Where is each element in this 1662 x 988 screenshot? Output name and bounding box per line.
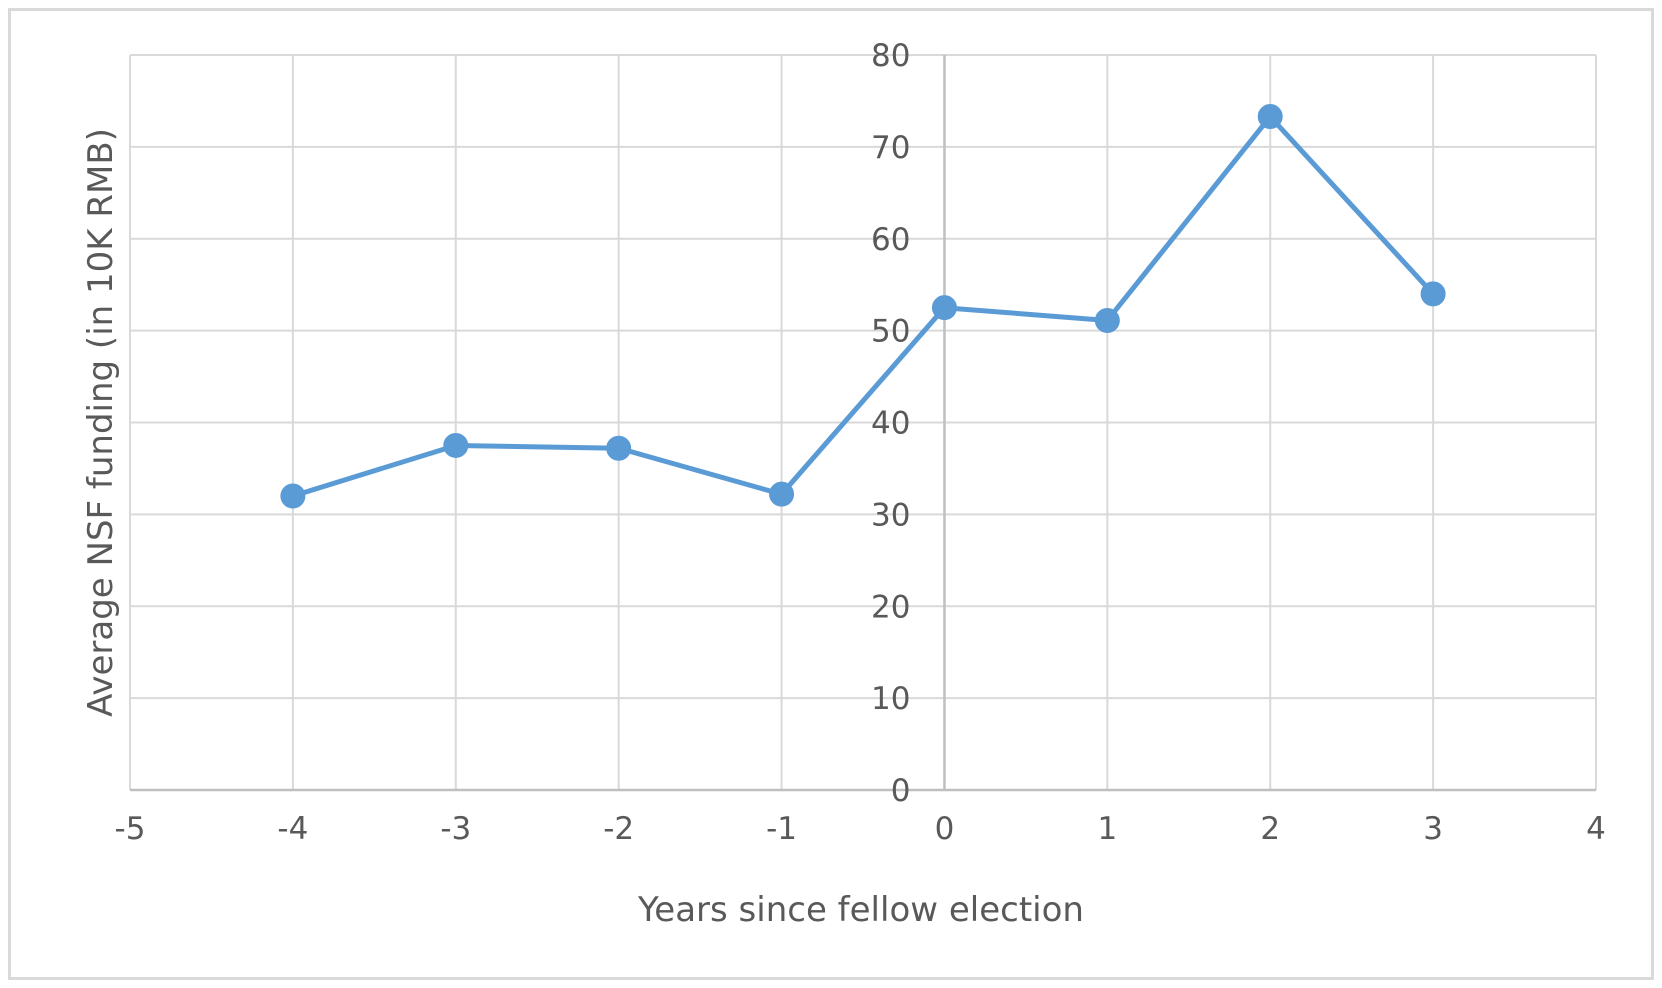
y-axis-title: Average NSF funding (in 10K RMB) xyxy=(81,128,121,717)
series-line xyxy=(290,114,1436,499)
data-point xyxy=(443,432,469,458)
data-point xyxy=(769,481,795,507)
y-tick-label: 0 xyxy=(891,773,911,809)
y-tick-label: 60 xyxy=(871,222,910,258)
y-tick-label: 50 xyxy=(871,314,910,350)
y-tick-label: 10 xyxy=(871,681,910,717)
data-point xyxy=(280,483,306,509)
data-point xyxy=(1420,281,1446,307)
data-point xyxy=(931,295,957,321)
y-tick-label: 40 xyxy=(871,406,910,442)
x-tick-label: -2 xyxy=(603,811,634,847)
x-axis-title: Years since fellow election xyxy=(637,890,1084,930)
y-tick-label: 20 xyxy=(871,589,910,625)
data-series xyxy=(280,104,1446,509)
axes xyxy=(130,55,1596,792)
x-tick-label: -4 xyxy=(277,811,308,847)
x-tick-label: -1 xyxy=(766,811,797,847)
x-tick-label: 3 xyxy=(1423,811,1443,847)
data-point xyxy=(1257,104,1283,130)
x-tick-label: 0 xyxy=(935,811,955,847)
x-tick-label: 4 xyxy=(1586,811,1606,847)
x-tick-label: -5 xyxy=(115,811,146,847)
x-tick-label: 1 xyxy=(1097,811,1117,847)
y-tick-label: 30 xyxy=(871,497,910,533)
x-tick-label: 2 xyxy=(1260,811,1280,847)
data-point xyxy=(606,435,632,461)
data-point xyxy=(1094,308,1120,334)
y-tick-label: 80 xyxy=(871,38,910,74)
y-tick-label: 70 xyxy=(871,130,910,166)
x-tick-label: -3 xyxy=(440,811,471,847)
grid-lines xyxy=(129,54,1597,790)
